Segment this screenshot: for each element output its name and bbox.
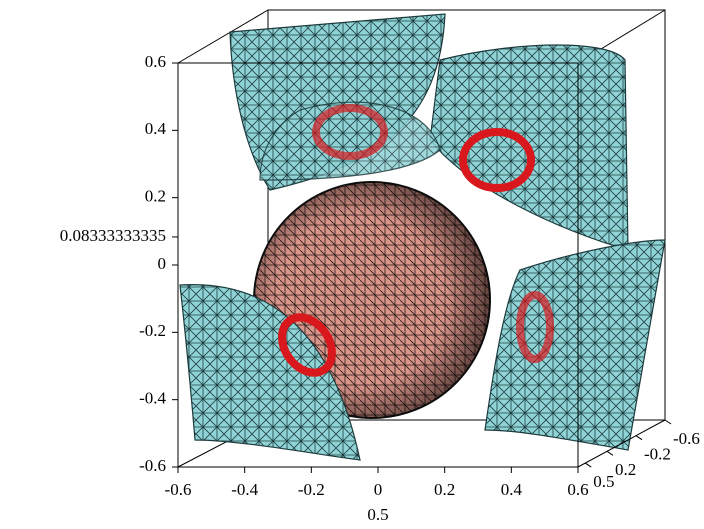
chart: 0.5 0.60.40.20.083333333350-0.2-0.4-0.6-… <box>0 0 704 529</box>
y-tick-label: -0.6 <box>673 429 700 448</box>
x-tick-label: 0.6 <box>567 480 588 499</box>
tick-mark <box>585 463 591 467</box>
z-tick-label: 0.2 <box>145 187 166 206</box>
x-tick-label: -0.2 <box>298 480 325 499</box>
z-tick-label: -0.2 <box>139 321 166 340</box>
z-tick-label: -0.6 <box>139 456 166 475</box>
z-tick-label: 0.08333333335 <box>60 226 166 245</box>
x-tick-label: 0 <box>374 480 383 499</box>
x-tick-label: 0.2 <box>434 480 455 499</box>
z-tick-label: 0.4 <box>145 119 167 138</box>
tick-mark <box>607 451 613 455</box>
z-tick-label: 0 <box>158 254 167 273</box>
annotation: 0.5 <box>367 505 388 524</box>
surfaces <box>180 14 665 460</box>
x-tick-label: -0.6 <box>165 480 192 499</box>
x-tick-label: 0.4 <box>501 480 523 499</box>
tick-mark <box>665 420 671 424</box>
x-tick-label: -0.4 <box>231 480 258 499</box>
y-tick-label: 0.5 <box>593 472 614 491</box>
y-tick-label: -0.2 <box>644 445 671 464</box>
z-tick-label: 0.6 <box>145 52 166 71</box>
tick-mark <box>636 436 642 440</box>
z-tick-label: -0.4 <box>139 389 166 408</box>
page: {"chart_data": {"type": "surface3d", "zt… <box>0 0 704 529</box>
y-tick-label: 0.2 <box>615 460 636 479</box>
